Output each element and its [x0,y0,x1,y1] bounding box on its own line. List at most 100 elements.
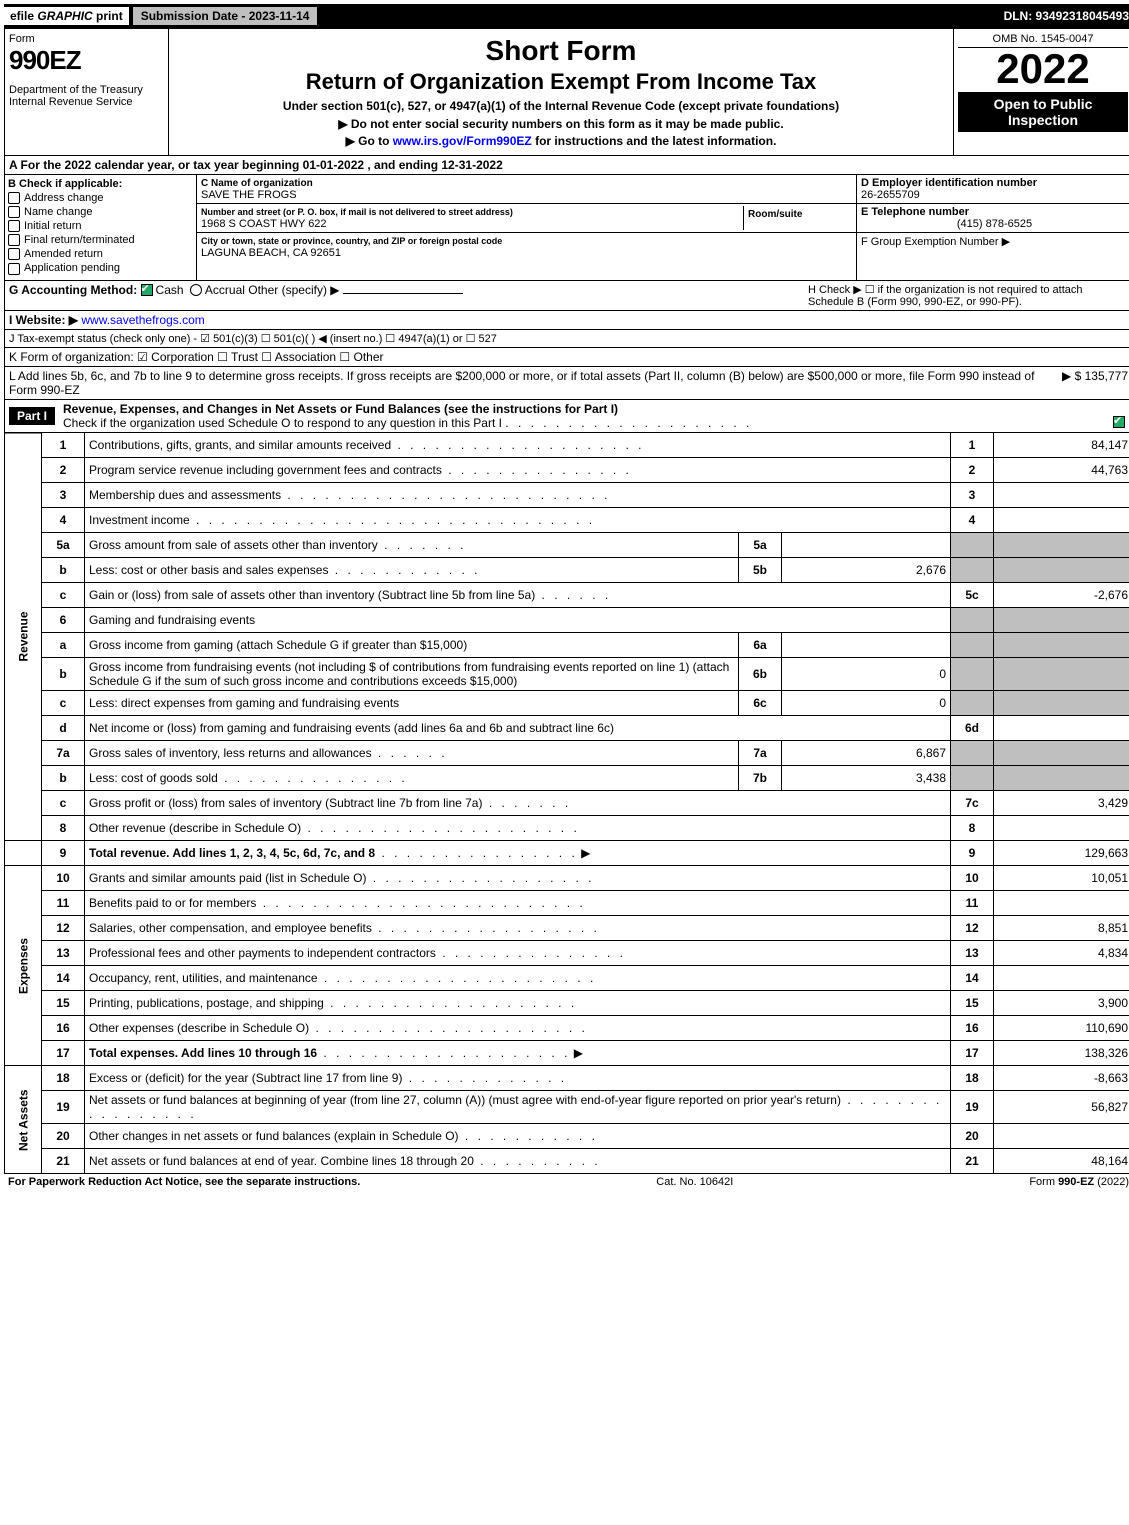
line-21-desc: Net assets or fund balances at end of ye… [85,1149,951,1174]
line-2-desc: Program service revenue including govern… [85,458,951,483]
line-18-desc: Excess or (deficit) for the year (Subtra… [85,1066,951,1091]
efile-print-link[interactable]: efile GRAPHIC print [4,7,129,25]
line-5b-mv: 2,676 [782,558,951,583]
line-7b-mv: 3,438 [782,766,951,791]
part1-header-row: Part I Revenue, Expenses, and Changes in… [4,400,1129,433]
line-6a-mv [782,633,951,658]
line-7c-desc: Gross profit or (loss) from sales of inv… [85,791,951,816]
row-gh: G Accounting Method: Cash Accrual Other … [4,281,1129,311]
line-7c-val: 3,429 [994,791,1129,816]
row-i: I Website: ▶ www.savethefrogs.com [4,311,1129,330]
line-21-val: 48,164 [994,1149,1129,1174]
under-section: Under section 501(c), 527, or 4947(a)(1)… [173,99,949,113]
line-15-desc: Printing, publications, postage, and shi… [85,991,951,1016]
line-5a-mv [782,533,951,558]
form-number: 990EZ [9,45,164,76]
page-footer: For Paperwork Reduction Act Notice, see … [4,1174,1129,1190]
submission-date: Submission Date - 2023-11-14 [133,7,318,25]
website-link[interactable]: www.savethefrogs.com [81,313,204,327]
part1-title: Revenue, Expenses, and Changes in Net As… [63,402,618,416]
title-short-form: Short Form [173,35,949,67]
line-12-val: 8,851 [994,916,1129,941]
city-block: City or town, state or province, country… [197,233,856,261]
irs-link[interactable]: www.irs.gov/Form990EZ [393,134,532,148]
section-b: B Check if applicable: Address change Na… [5,175,197,280]
sidebar-netassets: Net Assets [5,1066,42,1174]
line-2-val: 44,763 [994,458,1129,483]
line-13-desc: Professional fees and other payments to … [85,941,951,966]
line-17-desc: Total expenses. Add lines 10 through 16 … [85,1041,951,1066]
chk-amended[interactable]: Amended return [8,248,193,260]
line-10-desc: Grants and similar amounts paid (list in… [85,866,951,891]
phone-value: (415) 878-6525 [861,218,1128,230]
city-state-zip: LAGUNA BEACH, CA 92651 [201,247,341,259]
line-6d-val [994,716,1129,741]
sidebar-revenue: Revenue [5,433,42,841]
irs-label: Internal Revenue Service [9,96,164,108]
row-a-calendar: A For the 2022 calendar year, or tax yea… [4,156,1129,175]
chk-application-pending[interactable]: Application pending [8,262,193,274]
line-7a-mv: 6,867 [782,741,951,766]
line-6c-desc: Less: direct expenses from gaming and fu… [85,691,739,716]
line-20-desc: Other changes in net assets or fund bala… [85,1124,951,1149]
address-block: Number and street (or P. O. box, if mail… [197,204,856,233]
group-exemption: F Group Exemption Number ▶ [857,233,1129,250]
open-inspection: Open to Public Inspection [958,92,1128,132]
line-5b-desc: Less: cost or other basis and sales expe… [85,558,739,583]
dept-treasury: Department of the Treasury [9,84,164,96]
line-1-desc: Contributions, gifts, grants, and simila… [85,433,951,458]
line-11-val [994,891,1129,916]
title-return: Return of Organization Exempt From Incom… [173,69,949,95]
line-17-val: 138,326 [994,1041,1129,1066]
line-5c-val: -2,676 [994,583,1129,608]
line-6-desc: Gaming and fundraising events [85,608,951,633]
line-9-desc: Total revenue. Add lines 1, 2, 3, 4, 5c,… [85,841,951,866]
goto-note: ▶ Go to www.irs.gov/Form990EZ for instru… [173,134,949,148]
line-10-val: 10,051 [994,866,1129,891]
header-left: Form 990EZ Department of the Treasury In… [5,29,169,155]
form-label: Form [9,33,164,45]
line-16-desc: Other expenses (describe in Schedule O) … [85,1016,951,1041]
part1-sub: Check if the organization used Schedule … [63,416,502,430]
org-name: SAVE THE FROGS [201,189,297,201]
org-name-block: C Name of organization SAVE THE FROGS [197,175,856,204]
top-bar: efile GRAPHIC print Submission Date - 20… [4,4,1129,28]
room-label: Room/suite [748,209,802,220]
line-6c-mv: 0 [782,691,951,716]
line-12-desc: Salaries, other compensation, and employ… [85,916,951,941]
sidebar-expenses: Expenses [5,866,42,1066]
line-20-val [994,1124,1129,1149]
line-19-desc: Net assets or fund balances at beginning… [85,1091,951,1124]
row-h: H Check ▶ ☐ if the organization is not r… [808,283,1128,308]
footer-catno: Cat. No. 10642I [656,1176,733,1188]
line-19-val: 56,827 [994,1091,1129,1124]
section-c: C Name of organization SAVE THE FROGS Nu… [197,175,857,280]
line-3-desc: Membership dues and assessments . . . . … [85,483,951,508]
line-13-val: 4,834 [994,941,1129,966]
line-6d-desc: Net income or (loss) from gaming and fun… [85,716,951,741]
line-8-val [994,816,1129,841]
chk-name-change[interactable]: Name change [8,206,193,218]
header-center: Short Form Return of Organization Exempt… [169,29,954,155]
line-4-desc: Investment income . . . . . . . . . . . … [85,508,951,533]
chk-final-return[interactable]: Final return/terminated [8,234,193,246]
line-18-val: -8,663 [994,1066,1129,1091]
chk-address-change[interactable]: Address change [8,192,193,204]
header-right: OMB No. 1545-0047 2022 Open to Public In… [954,29,1129,155]
footer-right: Form 990-EZ (2022) [1029,1176,1129,1188]
ssn-note: ▶ Do not enter social security numbers o… [173,117,949,131]
chk-initial-return[interactable]: Initial return [8,220,193,232]
b-label: B Check if applicable: [8,178,193,190]
line-11-desc: Benefits paid to or for members . . . . … [85,891,951,916]
line-6b-desc: Gross income from fundraising events (no… [85,658,739,691]
line-6a-desc: Gross income from gaming (attach Schedul… [85,633,739,658]
line-5a-desc: Gross amount from sale of assets other t… [85,533,739,558]
graphic-text: GRAPHIC [37,9,92,23]
form-header: Form 990EZ Department of the Treasury In… [4,28,1129,156]
line-4-val [994,508,1129,533]
row-j: J Tax-exempt status (check only one) - ☑… [4,330,1129,348]
row-g: G Accounting Method: Cash Accrual Other … [9,283,808,308]
ein-value: 26-2655709 [861,189,920,201]
line-14-val [994,966,1129,991]
ein-block: D Employer identification number 26-2655… [857,175,1129,204]
